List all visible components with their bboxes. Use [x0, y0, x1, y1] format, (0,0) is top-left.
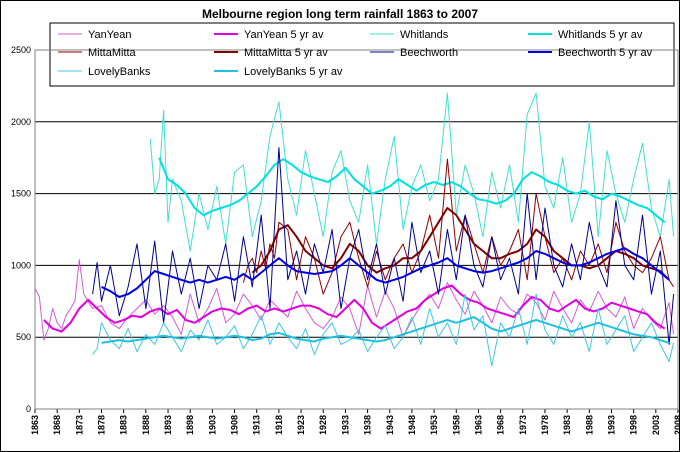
- legend-label: MittaMitta: [88, 47, 137, 59]
- x-tick-label: 1913: [252, 415, 262, 435]
- x-tick-label: 1938: [363, 415, 373, 435]
- legend-label: MittaMitta 5 yr av: [244, 47, 328, 59]
- x-tick-label: 1948: [407, 415, 417, 435]
- legend-label: Whitlands: [400, 29, 449, 41]
- x-tick-label: 1888: [141, 415, 151, 435]
- x-tick-label: 1878: [97, 415, 107, 435]
- x-tick-label: 1893: [163, 415, 173, 435]
- x-tick-label: 1988: [584, 415, 594, 435]
- x-tick-label: 1868: [52, 415, 62, 435]
- y-tick-label: 2500: [11, 45, 31, 55]
- series-line-yanyean-5-yr-av: [43, 284, 666, 333]
- x-tick-label: 1943: [385, 415, 395, 435]
- legend-label: LovelyBanks: [88, 66, 151, 78]
- plot-area-border: [34, 49, 679, 410]
- series-line-lovelybanks-5-yr-av: [101, 316, 670, 344]
- legend-label: Beechworth: [400, 47, 458, 59]
- series-line-whitlands-5-yr-av: [158, 157, 666, 224]
- x-tick-label: 1973: [518, 415, 528, 435]
- legend: YanYean YanYean 5 yr av Whitlands Whitlands…: [58, 29, 653, 78]
- legend-label: Beechworth 5 yr av: [558, 47, 653, 59]
- x-tick-label: 1903: [207, 415, 217, 435]
- x-tick-label: 1918: [274, 415, 284, 435]
- x-tick-label: 1963: [473, 415, 483, 435]
- x-tick-label: 1993: [606, 415, 616, 435]
- series-line-lovelybanks: [92, 293, 675, 367]
- x-tick-label: 1883: [119, 415, 129, 435]
- legend-label: YanYean 5 yr av: [244, 29, 324, 41]
- y-tick-label: 1500: [11, 189, 31, 199]
- x-tick-label: 1908: [230, 415, 240, 435]
- y-axis: 0 500 1000 1500 2000 2500: [11, 45, 31, 414]
- x-tick-label: 1953: [429, 415, 439, 435]
- x-tick-label: 1978: [540, 415, 550, 435]
- y-tick-label: 500: [16, 332, 31, 342]
- x-tick-label: 1923: [296, 415, 306, 435]
- series-line-whitlands: [149, 92, 675, 252]
- series-line-beechworth: [92, 147, 675, 345]
- x-tick-label: 1928: [318, 415, 328, 435]
- x-tick-label: 1998: [629, 415, 639, 435]
- x-axis: 1863 1868 1873 1878 1883 1888 1893 1898 1903 1908…: [30, 409, 680, 435]
- series-lines: [34, 92, 675, 367]
- x-tick-label: 1958: [451, 415, 461, 435]
- legend-label: Whitlands 5 yr av: [558, 29, 643, 41]
- legend-label: YanYean: [88, 29, 131, 41]
- x-tick-label: 2008: [673, 415, 680, 435]
- legend-box: [49, 22, 675, 87]
- y-tick-label: 0: [26, 404, 31, 414]
- chart-title: Melbourne region long term rainfall 1863…: [201, 7, 479, 21]
- y-tick-label: 1000: [11, 260, 31, 270]
- x-tick-label: 1898: [185, 415, 195, 435]
- series-line-beechworth-5-yr-av: [101, 247, 670, 298]
- x-tick-label: 2003: [651, 415, 661, 435]
- x-tick-label: 1933: [340, 415, 350, 435]
- x-tick-label: 1983: [562, 415, 572, 435]
- series-line-mittamitta-5-yr-av: [251, 207, 670, 281]
- y-tick-label: 2000: [11, 117, 31, 127]
- gridlines: [35, 49, 678, 338]
- x-tick-label: 1873: [74, 415, 84, 435]
- series-line-mittamitta: [242, 158, 675, 295]
- x-tick-label: 1863: [30, 415, 40, 435]
- legend-label: LovelyBanks 5 yr av: [244, 66, 343, 78]
- x-tick-label: 1968: [496, 415, 506, 435]
